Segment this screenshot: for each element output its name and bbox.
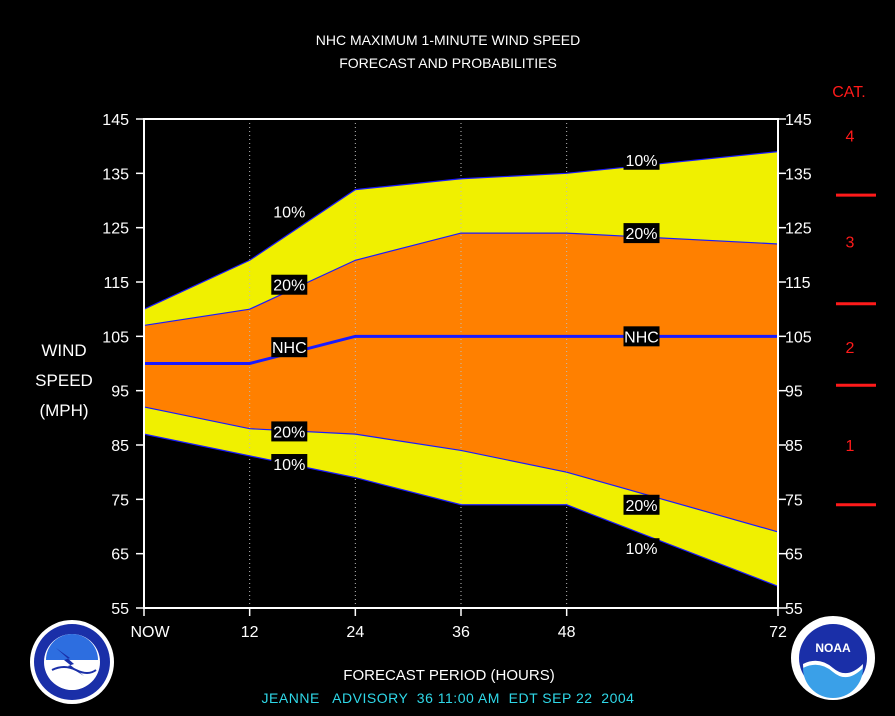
- x-tick-label-72: 72: [769, 624, 787, 641]
- category-label-3: 3: [846, 234, 855, 251]
- advisory-text: JEANNE ADVISORY 36 11:00 AM EDT SEP 22 2…: [262, 690, 635, 706]
- curve-label-0: 10%: [273, 204, 305, 221]
- category-label-4: 4: [846, 128, 855, 145]
- curve-label-bg-5: [623, 326, 660, 347]
- curve-label-3: 20%: [625, 226, 657, 243]
- x-tick-label-24: 24: [346, 624, 364, 641]
- y-tick-label-right-135: 135: [785, 166, 812, 183]
- category-scale: 4 3 2 1: [836, 128, 876, 507]
- x-tick-label-36: 36: [452, 624, 470, 641]
- curve-label-2: 20%: [273, 278, 305, 295]
- inner-band-20pct: [144, 233, 778, 532]
- series-line-upper-1: [143, 232, 779, 327]
- curve-label-4: NHC: [272, 340, 307, 357]
- y-tick-label-right-125: 125: [785, 221, 812, 238]
- y-tick-label-right-105: 105: [785, 329, 812, 346]
- y-tick-label-left-85: 85: [111, 438, 129, 455]
- series-line-center-2: [144, 334, 778, 365]
- y-tick-label-left-135: 135: [102, 166, 129, 183]
- curve-label-bg-0: [271, 201, 308, 222]
- y-tick-label-left-75: 75: [111, 492, 129, 509]
- curve-label-bg-9: [623, 538, 660, 559]
- x-tick-label-48: 48: [558, 624, 576, 641]
- y-tick-label-left-95: 95: [111, 384, 129, 401]
- curve-label-9: 10%: [625, 541, 657, 558]
- y-tick-label-right-75: 75: [785, 492, 803, 509]
- ylabel-line-2: SPEED: [35, 371, 93, 390]
- category-label-1: 1: [846, 438, 855, 455]
- curve-label-1: 10%: [625, 153, 657, 170]
- y-tick-label-right-115: 115: [785, 275, 811, 292]
- y-tick-label-right-65: 65: [785, 547, 803, 564]
- category-title: CAT.: [832, 84, 865, 101]
- curve-label-bg-2: [271, 274, 308, 295]
- series-line-upper-0: [143, 151, 779, 310]
- category-label-2: 2: [846, 340, 855, 357]
- y-tick-label-left-145: 145: [102, 112, 129, 129]
- xlabel: FORECAST PERIOD (HOURS): [343, 667, 554, 684]
- national-weather-service-logo: [30, 620, 114, 704]
- chart-subtitle: FORECAST AND PROBABILITIES: [339, 55, 557, 71]
- y-tick-label-right-95: 95: [785, 384, 803, 401]
- y-tick-label-left-55: 55: [111, 601, 129, 618]
- noaa-logo: NOAA: [791, 616, 875, 700]
- y-tick-label-right-85: 85: [785, 438, 803, 455]
- curve-label-bg-7: [623, 494, 660, 515]
- svg-text:NOAA: NOAA: [815, 641, 851, 655]
- curve-label-5: NHC: [624, 329, 659, 346]
- curve-label-bg-1: [623, 149, 660, 170]
- curve-label-8: 10%: [273, 457, 305, 474]
- x-tick-label-12: 12: [241, 624, 259, 641]
- plot-area: 55 55 65 65 75 75 85 85 95 95 105 105 115 115 125 125 13…: [102, 112, 812, 641]
- y-tick-label-right-145: 145: [785, 112, 812, 129]
- series-line-lower-4: [143, 433, 779, 587]
- curve-label-bg-8: [271, 454, 308, 475]
- y-tick-label-right-55: 55: [785, 601, 803, 618]
- x-tick-label-NOW: NOW: [130, 624, 170, 641]
- y-tick-label-left-65: 65: [111, 547, 129, 564]
- ylabel-line-1: WIND: [41, 341, 86, 360]
- y-tick-label-left-125: 125: [102, 221, 129, 238]
- curve-label-bg-4: [271, 337, 308, 358]
- ylabel-line-3: (MPH): [39, 401, 88, 420]
- series-line-lower-3: [143, 406, 779, 533]
- curve-label-7: 20%: [625, 498, 657, 515]
- curve-label-bg-3: [623, 223, 660, 244]
- curve-label-6: 20%: [273, 424, 305, 441]
- curve-label-bg-6: [271, 421, 308, 442]
- chart-title: NHC MAXIMUM 1-MINUTE WIND SPEED: [316, 32, 580, 48]
- y-tick-label-left-115: 115: [103, 275, 129, 292]
- y-tick-label-left-105: 105: [102, 329, 129, 346]
